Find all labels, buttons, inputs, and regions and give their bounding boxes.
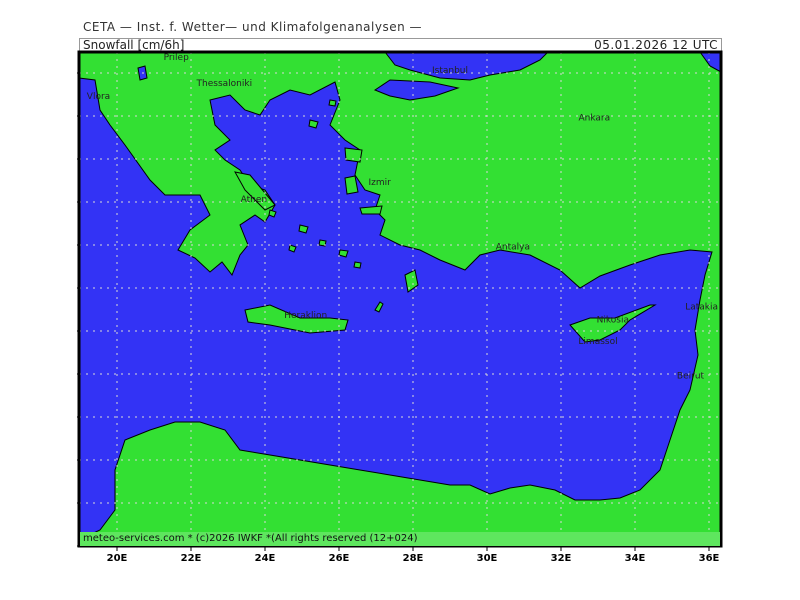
map: Prilep Thessaloniki Vlora Istanbul Ankara Izm… xyxy=(77,50,723,564)
lon-tick-label: 32E xyxy=(551,553,572,564)
lon-tick-label: 26E xyxy=(329,553,350,564)
map-frame xyxy=(77,50,723,548)
lon-tick-label: 30E xyxy=(477,553,498,564)
header-text: CETA — Inst. f. Wetter— und Klimafolgena… xyxy=(83,20,423,34)
city-label: Izmir xyxy=(369,178,392,188)
city-label: Prilep xyxy=(164,53,190,63)
lon-tick-label: 28E xyxy=(403,553,424,564)
lon-tick-label: 34E xyxy=(625,553,646,564)
rhodes xyxy=(404,269,419,293)
axis-ticks: 41N40N39N38N37N36N35N34N33N32N31N30N20E2… xyxy=(77,72,720,564)
parameter-title: Snowfall [cm/6h] xyxy=(83,38,185,52)
city-label: Athen xyxy=(241,195,267,205)
city-label: Ankara xyxy=(578,113,610,123)
sea-of-marmara xyxy=(373,79,460,101)
chios xyxy=(344,175,359,195)
city-label: Vlora xyxy=(87,92,110,102)
crete xyxy=(244,304,349,334)
copyright-footer: meteo-services.com * (c)2026 IWKF *(All … xyxy=(80,532,720,546)
lesbos xyxy=(344,147,363,163)
cyprus xyxy=(569,304,657,343)
lon-tick-label: 24E xyxy=(255,553,276,564)
city-label: Heraklion xyxy=(284,311,327,321)
lon-tick-label: 20E xyxy=(107,553,128,564)
city-label: Beirut xyxy=(677,371,705,381)
city-label: Nikosia xyxy=(597,315,629,325)
city-label: Istanbul xyxy=(432,66,468,76)
city-label: Latakia xyxy=(685,303,718,313)
lon-tick-label: 36E xyxy=(699,553,720,564)
graticule xyxy=(79,52,721,546)
samos xyxy=(359,205,383,215)
city-label: Thessaloniki xyxy=(196,79,253,89)
city-label: Antalya xyxy=(496,242,530,252)
city-labels: Prilep Thessaloniki Vlora Istanbul Ankara Izm… xyxy=(87,53,718,381)
mediterranean-sea xyxy=(78,77,713,541)
lon-tick-label: 22E xyxy=(181,553,202,564)
valid-time: 05.01.2026 12 UTC xyxy=(594,38,718,52)
city-label: Limassol xyxy=(578,337,617,347)
small-islands xyxy=(268,99,384,313)
